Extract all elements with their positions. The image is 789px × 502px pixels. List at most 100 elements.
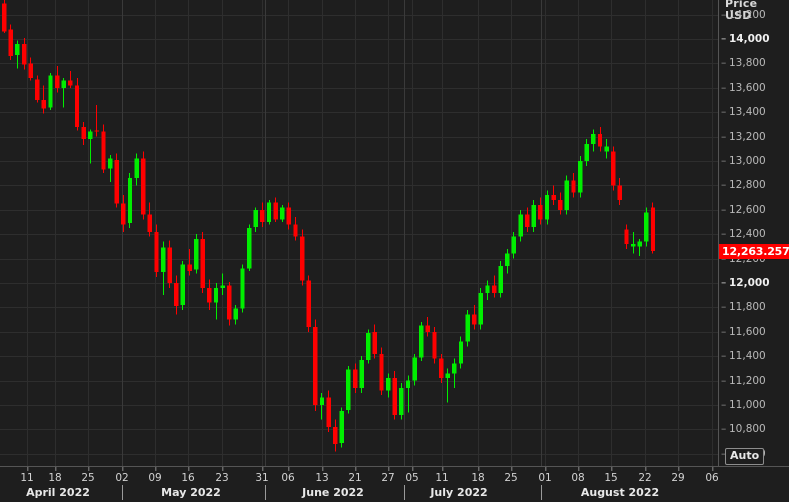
- current-price-badge: 12,263.257: [719, 243, 789, 259]
- candle: [187, 248, 192, 276]
- candle: [293, 217, 298, 241]
- price-tick-label: 12,400: [729, 228, 766, 241]
- time-tick-0: 11: [20, 467, 34, 484]
- candle: [141, 151, 146, 220]
- candle: [458, 336, 464, 369]
- time-tick-label: 18: [471, 472, 485, 484]
- price-tick-15: –11,200: [719, 374, 789, 388]
- price-tick-12: –11,800: [719, 300, 789, 314]
- candle: [412, 353, 417, 386]
- candle: [339, 407, 345, 448]
- candle: [266, 200, 272, 225]
- price-tick-label: 13,000: [729, 155, 766, 168]
- candle: [472, 304, 477, 330]
- candle: [134, 153, 139, 186]
- candle: [200, 231, 205, 293]
- candle: [405, 375, 411, 413]
- candle: [366, 329, 371, 364]
- price-tick-label: 11,800: [729, 301, 766, 314]
- tick-dash-icon: –: [721, 447, 727, 460]
- time-tick-mark: [88, 467, 89, 471]
- time-tick-mark: [678, 467, 679, 471]
- candle: [511, 231, 517, 259]
- candle: [637, 239, 642, 257]
- tick-dash-icon: –: [721, 8, 727, 21]
- price-tick-label: 13,600: [729, 81, 766, 94]
- time-tick-label: 23: [215, 472, 229, 484]
- price-axis[interactable]: Price USD –14,200–14,000–13,800–13,600–1…: [718, 0, 789, 466]
- time-tick-label: 09: [148, 472, 162, 484]
- candle: [591, 129, 596, 152]
- tick-dash-icon: –: [721, 106, 727, 119]
- month-separator: [541, 485, 542, 500]
- candle: [81, 121, 86, 146]
- time-tick-17: 08: [571, 467, 585, 484]
- candle: [61, 78, 66, 108]
- candle: [28, 57, 33, 81]
- time-tick-mark: [355, 467, 356, 471]
- candle: [101, 124, 106, 174]
- month-label-0: April 2022: [26, 486, 90, 499]
- auto-scale-button[interactable]: Auto: [725, 448, 765, 465]
- price-tick-label: 14,200: [729, 8, 766, 21]
- candle: [564, 175, 570, 215]
- candle: [88, 129, 93, 164]
- candle: [352, 363, 358, 393]
- candle: [399, 383, 404, 420]
- time-tick-mark: [412, 467, 413, 471]
- candle: [220, 273, 225, 296]
- price-tick-8: –12,600: [719, 203, 789, 217]
- candle: [121, 195, 126, 232]
- time-tick-mark: [155, 467, 156, 471]
- chart-plot-area[interactable]: [0, 0, 718, 466]
- candle: [419, 322, 424, 362]
- price-tick-label: 14,000: [729, 33, 770, 46]
- time-tick-mark: [222, 467, 223, 471]
- price-tick-label: 11,000: [729, 399, 766, 411]
- candle: [438, 353, 444, 384]
- month-label-2: June 2022: [302, 486, 364, 499]
- candle: [385, 373, 391, 398]
- price-tick-label: 10,800: [729, 423, 766, 436]
- candle: [505, 248, 510, 274]
- candle: [372, 324, 378, 359]
- candle: [15, 40, 20, 69]
- price-tick-4: –13,400: [719, 105, 789, 119]
- candle: [650, 202, 656, 254]
- candle: [193, 234, 199, 274]
- price-tick-label: 11,400: [729, 350, 766, 363]
- time-axis[interactable]: 11 18 25 02 09 16 23 31 06 13 21 27 05 11 18 25 01 08 15 22…: [0, 466, 789, 502]
- time-tick-mark: [712, 467, 713, 471]
- candle: [465, 309, 470, 347]
- candle: [644, 207, 649, 247]
- candle: [624, 224, 629, 249]
- time-tick-2: 25: [81, 467, 95, 484]
- candle: [41, 85, 47, 114]
- candle: [313, 319, 318, 412]
- time-tick-7: 31: [255, 467, 269, 484]
- price-tick-label: 12,600: [729, 203, 766, 216]
- candle: [233, 304, 239, 325]
- time-tick-6: 23: [215, 467, 229, 484]
- time-tick-mark: [122, 467, 123, 471]
- price-tick-6: –13,000: [719, 154, 789, 168]
- tick-dash-icon: –: [721, 33, 727, 46]
- candle: [524, 207, 530, 232]
- month-label-4: August 2022: [580, 486, 660, 499]
- month-separator: [404, 485, 405, 500]
- candle: [333, 419, 338, 452]
- candle: [630, 231, 636, 254]
- time-tick-mark: [55, 467, 56, 471]
- candle: [273, 197, 278, 223]
- candle: [478, 287, 484, 330]
- candle: [174, 275, 179, 315]
- tick-dash-icon: –: [721, 325, 727, 338]
- candle: [604, 139, 609, 159]
- time-tick-label: 06: [281, 472, 295, 484]
- time-tick-mark: [262, 467, 263, 471]
- time-tick-9: 13: [315, 467, 329, 484]
- candle: [445, 368, 450, 403]
- candle: [452, 358, 457, 388]
- time-tick-label: 11: [20, 472, 34, 484]
